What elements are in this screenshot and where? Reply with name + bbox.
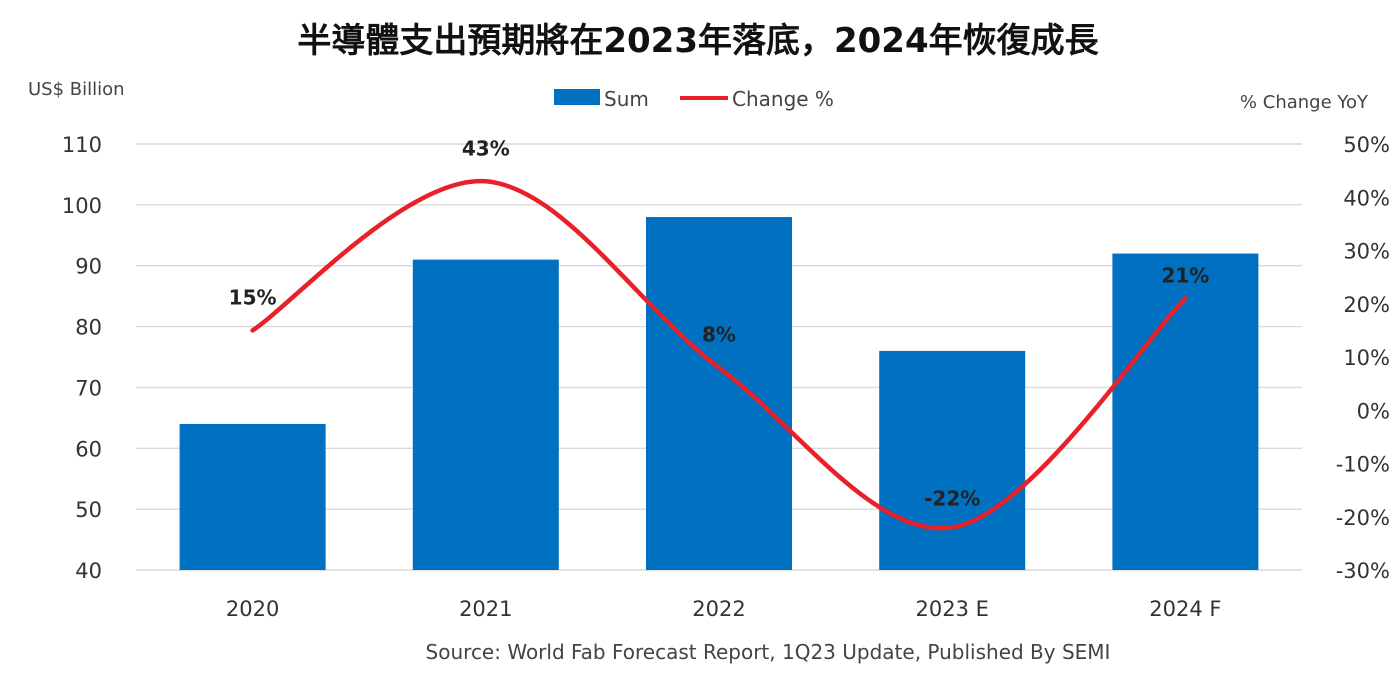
change-label-2022: 8% <box>702 323 736 347</box>
change-label-2021: 43% <box>462 136 510 160</box>
category-label: 2022 <box>692 597 745 621</box>
right-tick-label: 30% <box>1343 240 1390 264</box>
left-axis-unit: US$ Billion <box>28 79 125 100</box>
chart-title: 半導體支出預期將在2023年落底，2024年恢復成長 <box>297 21 1099 61</box>
right-tick-label: 0% <box>1357 399 1390 423</box>
right-tick-label: 20% <box>1343 293 1390 317</box>
left-tick-label: 90 <box>75 255 102 279</box>
category-axis-labels: 2020 2021 2022 2023 E 2024 F <box>226 597 1222 621</box>
legend-swatch-sum <box>554 89 600 105</box>
bar-2021 <box>412 259 559 570</box>
left-tick-label: 60 <box>75 437 102 461</box>
left-tick-label: 100 <box>62 194 102 218</box>
source-note: Source: World Fab Forecast Report, 1Q23 … <box>426 640 1111 664</box>
right-axis-unit: % Change YoY <box>1240 92 1369 113</box>
left-axis-ticks: 40 50 60 70 80 90 100 110 <box>62 133 102 583</box>
left-tick-label: 80 <box>75 316 102 340</box>
legend-label-sum: Sum <box>604 87 649 111</box>
bar-series-sum <box>179 217 1259 571</box>
right-tick-label: 50% <box>1343 133 1390 157</box>
right-tick-label: 40% <box>1343 186 1390 210</box>
change-label-2023-e: -22% <box>924 486 980 510</box>
left-tick-label: 50 <box>75 498 102 522</box>
legend-label-change: Change % <box>732 87 834 111</box>
category-label: 2021 <box>459 597 512 621</box>
right-tick-label: -20% <box>1336 506 1390 530</box>
left-tick-label: 70 <box>75 376 102 400</box>
change-label-2020: 15% <box>229 285 277 309</box>
right-tick-label: -10% <box>1336 453 1390 477</box>
change-line <box>250 179 1188 531</box>
change-label-2024-f: 21% <box>1161 263 1209 287</box>
bar-2022 <box>646 217 792 570</box>
legend: Sum Change % <box>554 87 834 111</box>
right-axis-ticks: -30% -20% -10% 0% 10% 20% 30% 40% 50% <box>1336 133 1390 583</box>
category-label: 2024 F <box>1149 597 1221 621</box>
category-label: 2020 <box>226 597 279 621</box>
bar-2024-f <box>1112 253 1259 571</box>
right-tick-label: 10% <box>1343 346 1390 370</box>
left-tick-label: 110 <box>62 133 102 157</box>
left-tick-label: 40 <box>75 559 102 583</box>
right-tick-label: -30% <box>1336 559 1390 583</box>
line-data-labels: 15% 43% 8% -22% 21% <box>229 136 1210 510</box>
category-label: 2023 E <box>916 597 989 621</box>
line-series-change <box>250 179 1188 531</box>
bar-2023-e <box>879 350 1026 570</box>
bar-2020 <box>179 423 326 570</box>
